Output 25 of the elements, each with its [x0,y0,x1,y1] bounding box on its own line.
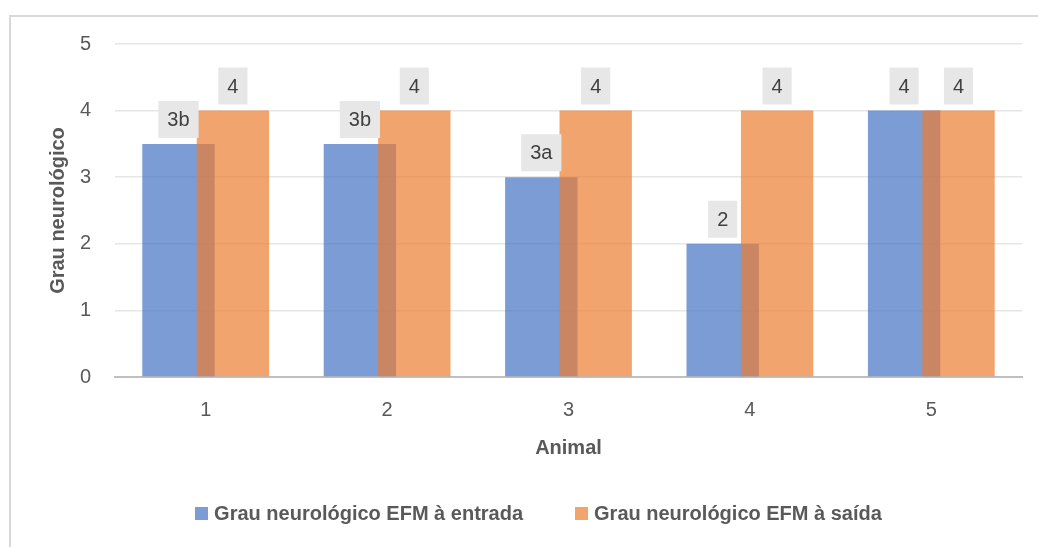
y-tick-label: 2 [79,231,91,254]
data-label: 4 [771,74,783,97]
data-label: 4 [898,74,910,97]
x-tick-label: 2 [381,397,393,420]
data-label: 3b [348,107,372,130]
data-label: 4 [952,74,965,97]
y-tick-label: 1 [79,297,91,320]
x-axis-title: Animal [535,435,602,458]
y-tick-label: 3 [79,164,91,187]
data-label: 2 [717,207,729,230]
legend-label: Grau neurológico EFM à saída [594,501,882,525]
x-tick-label: 5 [925,397,937,420]
y-axis-title: Grau neurológico [45,127,68,294]
legend-label: Grau neurológico EFM à entrada [214,501,524,525]
data-label: 4 [408,74,420,97]
y-tick-label: 4 [79,98,91,121]
data-label: 3a [530,141,554,164]
data-label: 3b [167,107,190,130]
y-tick-label: 0 [79,364,91,387]
x-tick-label: 3 [562,397,575,420]
data-label: 4 [227,74,239,97]
y-tick-label: 5 [79,31,91,54]
x-tick-label: 4 [744,397,756,420]
x-tick-label: 1 [200,397,212,420]
data-label: 4 [590,74,602,97]
